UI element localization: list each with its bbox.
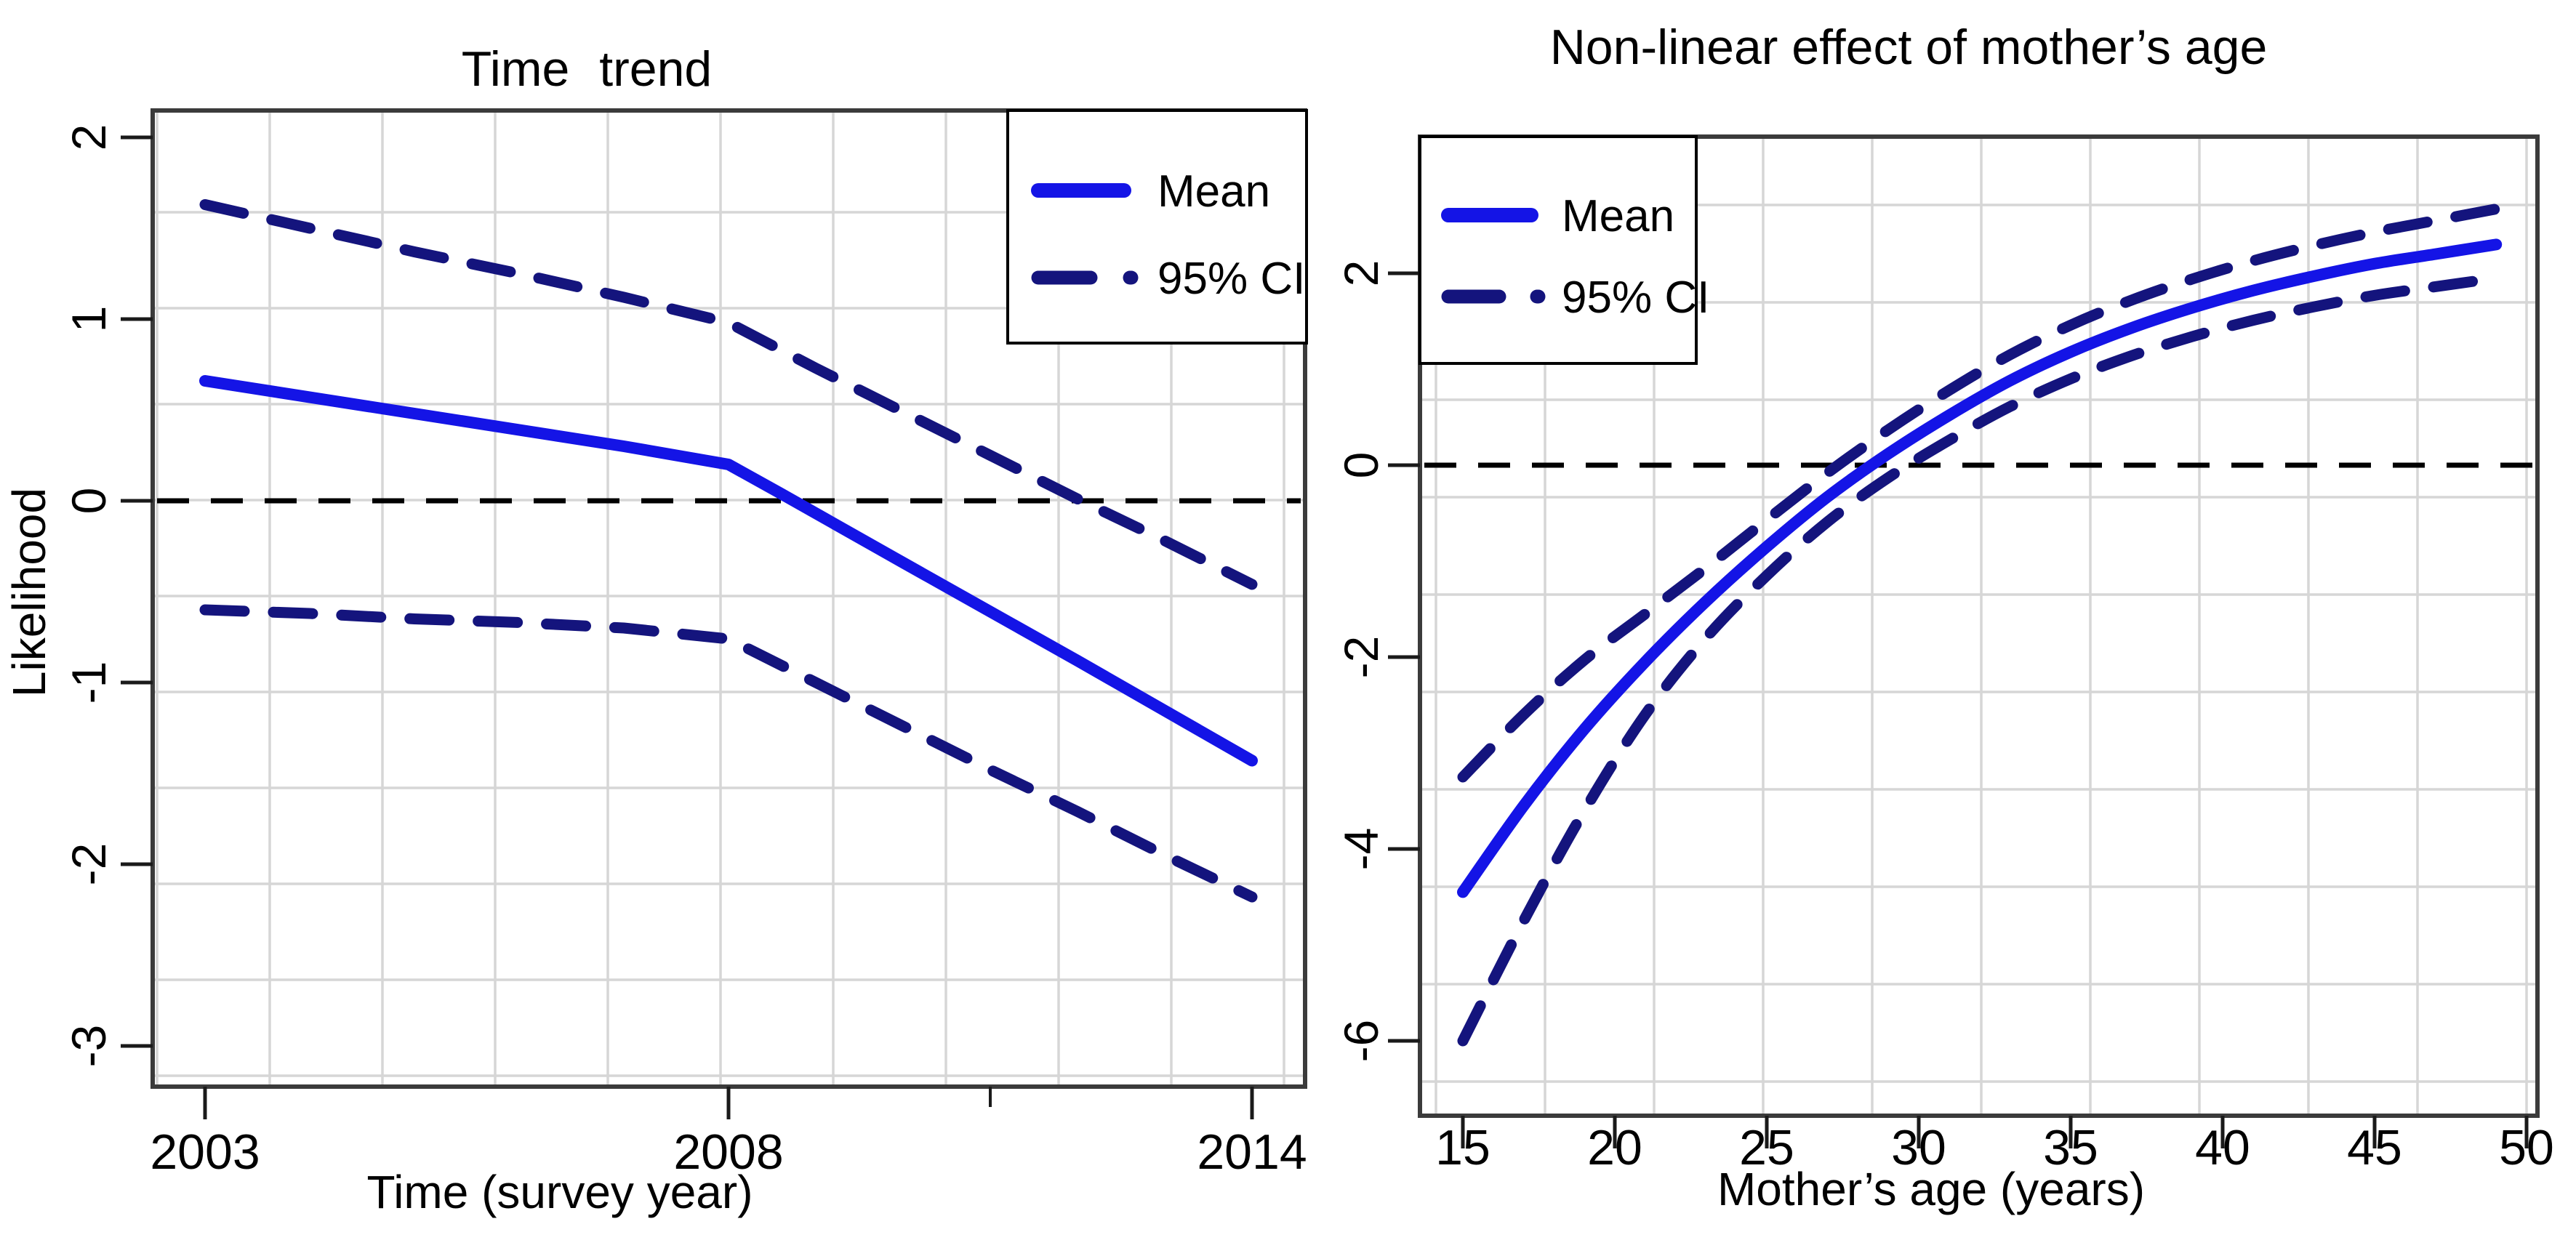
x-tick-label: 2008 <box>673 1124 783 1180</box>
y-tick-label: 1 <box>62 306 116 333</box>
axis-ticks <box>1388 271 2529 1148</box>
x-tick-label: 40 <box>2195 1120 2250 1175</box>
plot-border <box>1418 134 2540 1118</box>
axis-tick-labels: 20-2-4-615 20 25 30 35 40 45 50 <box>1334 260 2554 1175</box>
y-tick-label: 0 <box>62 488 116 515</box>
legend: Mean 95% CI <box>1419 135 1709 365</box>
legend-ci-label: 95% CI <box>1562 273 1709 323</box>
x-tick-label: 15 <box>1435 1120 1490 1175</box>
y-tick-label: -4 <box>1334 828 1388 871</box>
chart-title: Non-linear effect of mother’s age <box>1550 20 2268 75</box>
mean-line <box>1457 238 2503 898</box>
x-tick-label: 25 <box>1739 1120 1794 1175</box>
y-tick-label: 2 <box>1334 260 1388 287</box>
ci-line <box>199 199 1258 590</box>
y-tick-label: -6 <box>1334 1020 1388 1063</box>
x-tick-label: 2014 <box>1197 1124 1307 1180</box>
y-tick-label: -3 <box>62 1025 116 1068</box>
legend-ci-label: 95% CI <box>1157 254 1305 304</box>
y-tick-label: -2 <box>62 843 116 886</box>
x-tick-label: 20 <box>1587 1120 1642 1175</box>
x-tick-label: 45 <box>2347 1120 2402 1175</box>
mothers-age-chart: Non-linear effect of mother’s age 20-2-4… <box>1334 20 2554 1215</box>
x-axis-title: Mother’s age (years) <box>1717 1163 2145 1215</box>
axis-tick-labels: 2 1 0 -1 -2 -3 2003 2008 2014 <box>62 124 1307 1180</box>
y-tick-label: -1 <box>62 661 116 704</box>
time-trend-chart: Time trend 2 1 0 -1 -2 -3 2003 2008 2014 Likelih… <box>3 41 1308 1218</box>
x-tick-label: 2003 <box>150 1124 260 1180</box>
chart-title: Time trend <box>462 41 712 97</box>
legend-box <box>1419 135 1698 365</box>
legend: Mean 95% CI <box>1006 109 1308 345</box>
x-tick-label: 35 <box>2043 1120 2098 1175</box>
series-lines <box>1457 204 2503 1047</box>
ci-line <box>1457 204 2502 783</box>
legend-box <box>1006 109 1308 345</box>
legend-mean-label: Mean <box>1562 191 1674 241</box>
y-tick-label: 0 <box>1334 452 1388 479</box>
x-tick-label: 30 <box>1891 1120 1946 1175</box>
legend-mean-label: Mean <box>1157 166 1270 217</box>
x-axis-title: Time (survey year) <box>366 1166 753 1218</box>
ci-line <box>199 604 1258 903</box>
x-tick-label: 50 <box>2499 1120 2554 1175</box>
y-tick-label: -2 <box>1334 636 1388 679</box>
y-tick-label: 2 <box>62 124 116 151</box>
ci-line <box>1457 273 2502 1047</box>
axis-ticks <box>121 135 1254 1119</box>
series-lines <box>199 199 1258 903</box>
mean-line <box>199 375 1258 767</box>
y-axis-title: Likelihood <box>3 488 55 697</box>
